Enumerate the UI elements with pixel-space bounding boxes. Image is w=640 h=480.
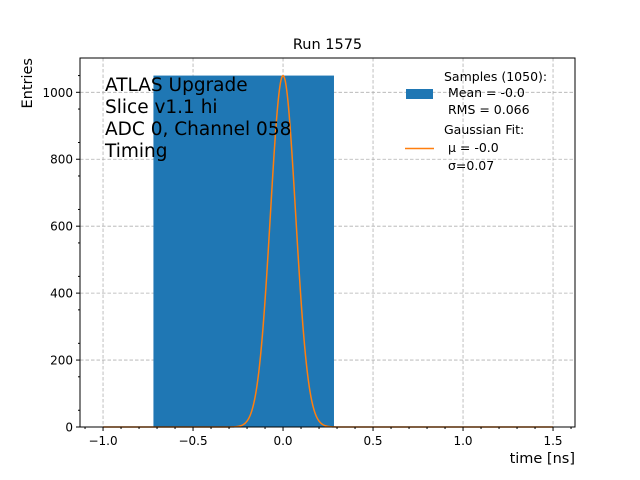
y-tick-label: 1000: [42, 86, 73, 100]
x-tick-label: 1.5: [543, 434, 562, 448]
y-tick-label: 800: [50, 153, 73, 167]
y-tick-label: 600: [50, 220, 73, 234]
annotation: ATLAS Upgrade Slice v1.1 hi ADC 0, Chann…: [104, 75, 291, 162]
x-tick-label: −1.0: [88, 434, 117, 448]
legend-text: Mean = -0.0: [444, 85, 525, 100]
x-axis: −1.0 −0.5 0.0 0.5 1.0 1.5: [84, 427, 572, 448]
legend-text: RMS = 0.066: [444, 102, 530, 117]
x-tick-label: −0.5: [178, 434, 207, 448]
annotation-line: Timing: [104, 141, 168, 162]
histogram-bar: [153, 75, 334, 428]
annotation-line: ATLAS Upgrade: [105, 75, 248, 96]
legend-histogram-patch: [406, 89, 433, 99]
y-tick-label: 0: [65, 421, 73, 435]
y-axis-label: Entries: [20, 58, 36, 109]
legend-text: Samples (1050):: [444, 69, 547, 84]
legend-text: μ = -0.0: [444, 140, 499, 155]
legend-text: Gaussian Fit:: [444, 122, 524, 137]
x-tick-label: 1.0: [453, 434, 472, 448]
legend: Samples (1050): Mean = -0.0 RMS = 0.066 …: [405, 69, 547, 173]
x-tick-label: 0.5: [363, 434, 382, 448]
annotation-line: Slice v1.1 hi: [105, 97, 218, 118]
x-axis-label: time [ns]: [510, 451, 575, 467]
y-tick-label: 200: [50, 354, 73, 368]
y-tick-label: 400: [50, 287, 73, 301]
y-axis: 0 200 400 600 800 1000: [42, 75, 80, 435]
chart-title: Run 1575: [293, 37, 362, 53]
x-tick-label: 0.0: [273, 434, 292, 448]
histogram: [153, 75, 334, 428]
annotation-line: ADC 0, Channel 058: [105, 119, 291, 140]
legend-text: σ=0.07: [444, 158, 494, 173]
